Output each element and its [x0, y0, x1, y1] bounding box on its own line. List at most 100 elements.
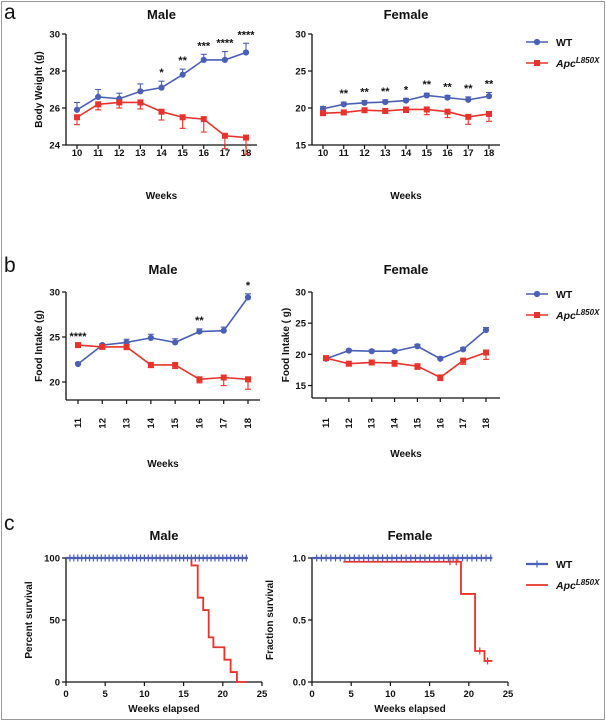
x-tick-label: 15 — [421, 148, 432, 159]
x-tick-label: 16 — [194, 418, 205, 429]
significance-label: * — [404, 84, 409, 96]
y-tick-label: 15 — [295, 381, 306, 392]
x-tick-label: 12 — [114, 148, 125, 159]
significance-label: ** — [178, 55, 187, 67]
data-point-wt — [244, 294, 252, 301]
y-tick-label: 25 — [295, 319, 306, 330]
legend-label-wt: WT — [556, 289, 573, 301]
data-point-apc — [444, 108, 451, 115]
data-point-apc — [437, 374, 444, 381]
x-tick-label: 25 — [257, 689, 268, 700]
data-point-wt — [200, 56, 207, 64]
series-line-wt — [77, 296, 249, 365]
significance-label: * — [246, 280, 251, 292]
data-point-apc — [196, 376, 203, 383]
x-tick-label: 14 — [390, 417, 401, 428]
data-point-wt — [340, 101, 347, 108]
y-tick-label: 30 — [295, 288, 306, 299]
x-tick-label: 16 — [435, 418, 446, 429]
legend-marker-wt — [533, 290, 541, 298]
x-axis-label: Weeks elapsed — [128, 704, 200, 715]
significance-label: ** — [339, 88, 348, 100]
x-tick-label: 11 — [321, 417, 332, 428]
data-point-apc — [221, 132, 228, 139]
y-tick-label: 25 — [49, 333, 60, 344]
x-tick-label: 12 — [97, 418, 108, 429]
data-point-apc — [179, 114, 186, 121]
data-point-wt — [423, 92, 430, 99]
x-tick-label: 16 — [198, 148, 209, 159]
x-tick-label: 10 — [72, 148, 83, 159]
data-point-wt — [485, 93, 493, 100]
x-tick-label: 14 — [401, 148, 412, 159]
significance-label: *** — [197, 40, 211, 52]
data-point-wt — [147, 334, 154, 341]
data-point-wt — [158, 84, 165, 91]
y-tick-label: 0 — [55, 678, 60, 689]
series-line-wt — [325, 329, 487, 360]
y-tick-label: 20 — [295, 104, 306, 115]
y-tick-label: 25 — [295, 67, 306, 78]
data-point-wt — [220, 327, 227, 334]
data-point-wt — [391, 348, 398, 355]
data-point-apc — [123, 343, 130, 350]
data-point-wt — [465, 96, 472, 103]
x-tick-label: 10 — [318, 148, 329, 159]
data-point-apc — [423, 106, 430, 113]
data-point-apc — [147, 361, 154, 368]
x-tick-label: 11 — [73, 417, 84, 428]
data-point-apc — [483, 349, 489, 356]
legend-marker-apc — [534, 60, 540, 66]
x-tick-label: 12 — [344, 418, 355, 429]
data-point-apc — [465, 113, 472, 120]
panel-letter-c: c — [4, 512, 15, 535]
data-point-apc — [243, 134, 249, 141]
y-axis-label: Food Intake ( g) — [281, 308, 292, 382]
data-point-wt — [382, 98, 389, 106]
significance-label: ** — [443, 81, 452, 93]
x-tick-label: 17 — [220, 148, 231, 159]
legend-label-apc-superscript: L850X — [576, 578, 600, 587]
data-point-wt — [414, 343, 421, 350]
x-axis-label: Weeks — [146, 191, 178, 202]
data-point-apc — [414, 363, 421, 370]
x-tick-label: 10 — [385, 689, 396, 700]
data-point-wt — [460, 346, 467, 353]
data-point-apc — [368, 359, 375, 366]
data-point-wt — [221, 56, 228, 64]
data-point-apc — [486, 110, 492, 117]
x-tick-label: 12 — [359, 148, 370, 159]
data-point-wt — [345, 347, 352, 354]
data-point-apc — [172, 361, 179, 368]
significance-label: ** — [360, 87, 369, 99]
x-tick-label: 25 — [503, 689, 514, 700]
chart-c-female: Female 0.0 0.5 1.0 0 5 10 15 20 25 Weeks elapsed Fr… — [265, 528, 514, 715]
legend-label-apc-superscript: L850X — [576, 308, 600, 317]
x-tick-label: 13 — [122, 418, 133, 429]
data-point-apc — [116, 99, 123, 106]
y-tick-label: 1.0 — [293, 554, 306, 565]
y-tick-label: 26 — [49, 104, 60, 115]
x-tick-label: 15 — [424, 689, 435, 700]
x-tick-label: 16 — [442, 148, 453, 159]
data-point-wt — [444, 94, 451, 101]
x-tick-label: 13 — [367, 418, 378, 429]
data-point-wt — [179, 71, 186, 78]
x-tick-label: 20 — [218, 689, 229, 700]
x-tick-label: 17 — [463, 148, 474, 159]
data-point-apc — [220, 374, 227, 381]
chart-title: Female — [388, 528, 433, 543]
legend-marker-apc — [534, 312, 540, 318]
data-point-wt — [95, 93, 102, 100]
data-point-wt — [402, 97, 410, 104]
x-tick-label: 20 — [464, 689, 475, 700]
x-tick-label: 14 — [146, 417, 157, 428]
significance-label: ** — [195, 315, 204, 327]
data-point-apc — [137, 99, 144, 106]
y-tick-label: 15 — [295, 141, 306, 152]
y-tick-label: 30 — [49, 288, 60, 299]
data-point-wt — [73, 106, 81, 113]
data-point-apc — [323, 355, 329, 362]
x-tick-label: 5 — [349, 689, 355, 700]
